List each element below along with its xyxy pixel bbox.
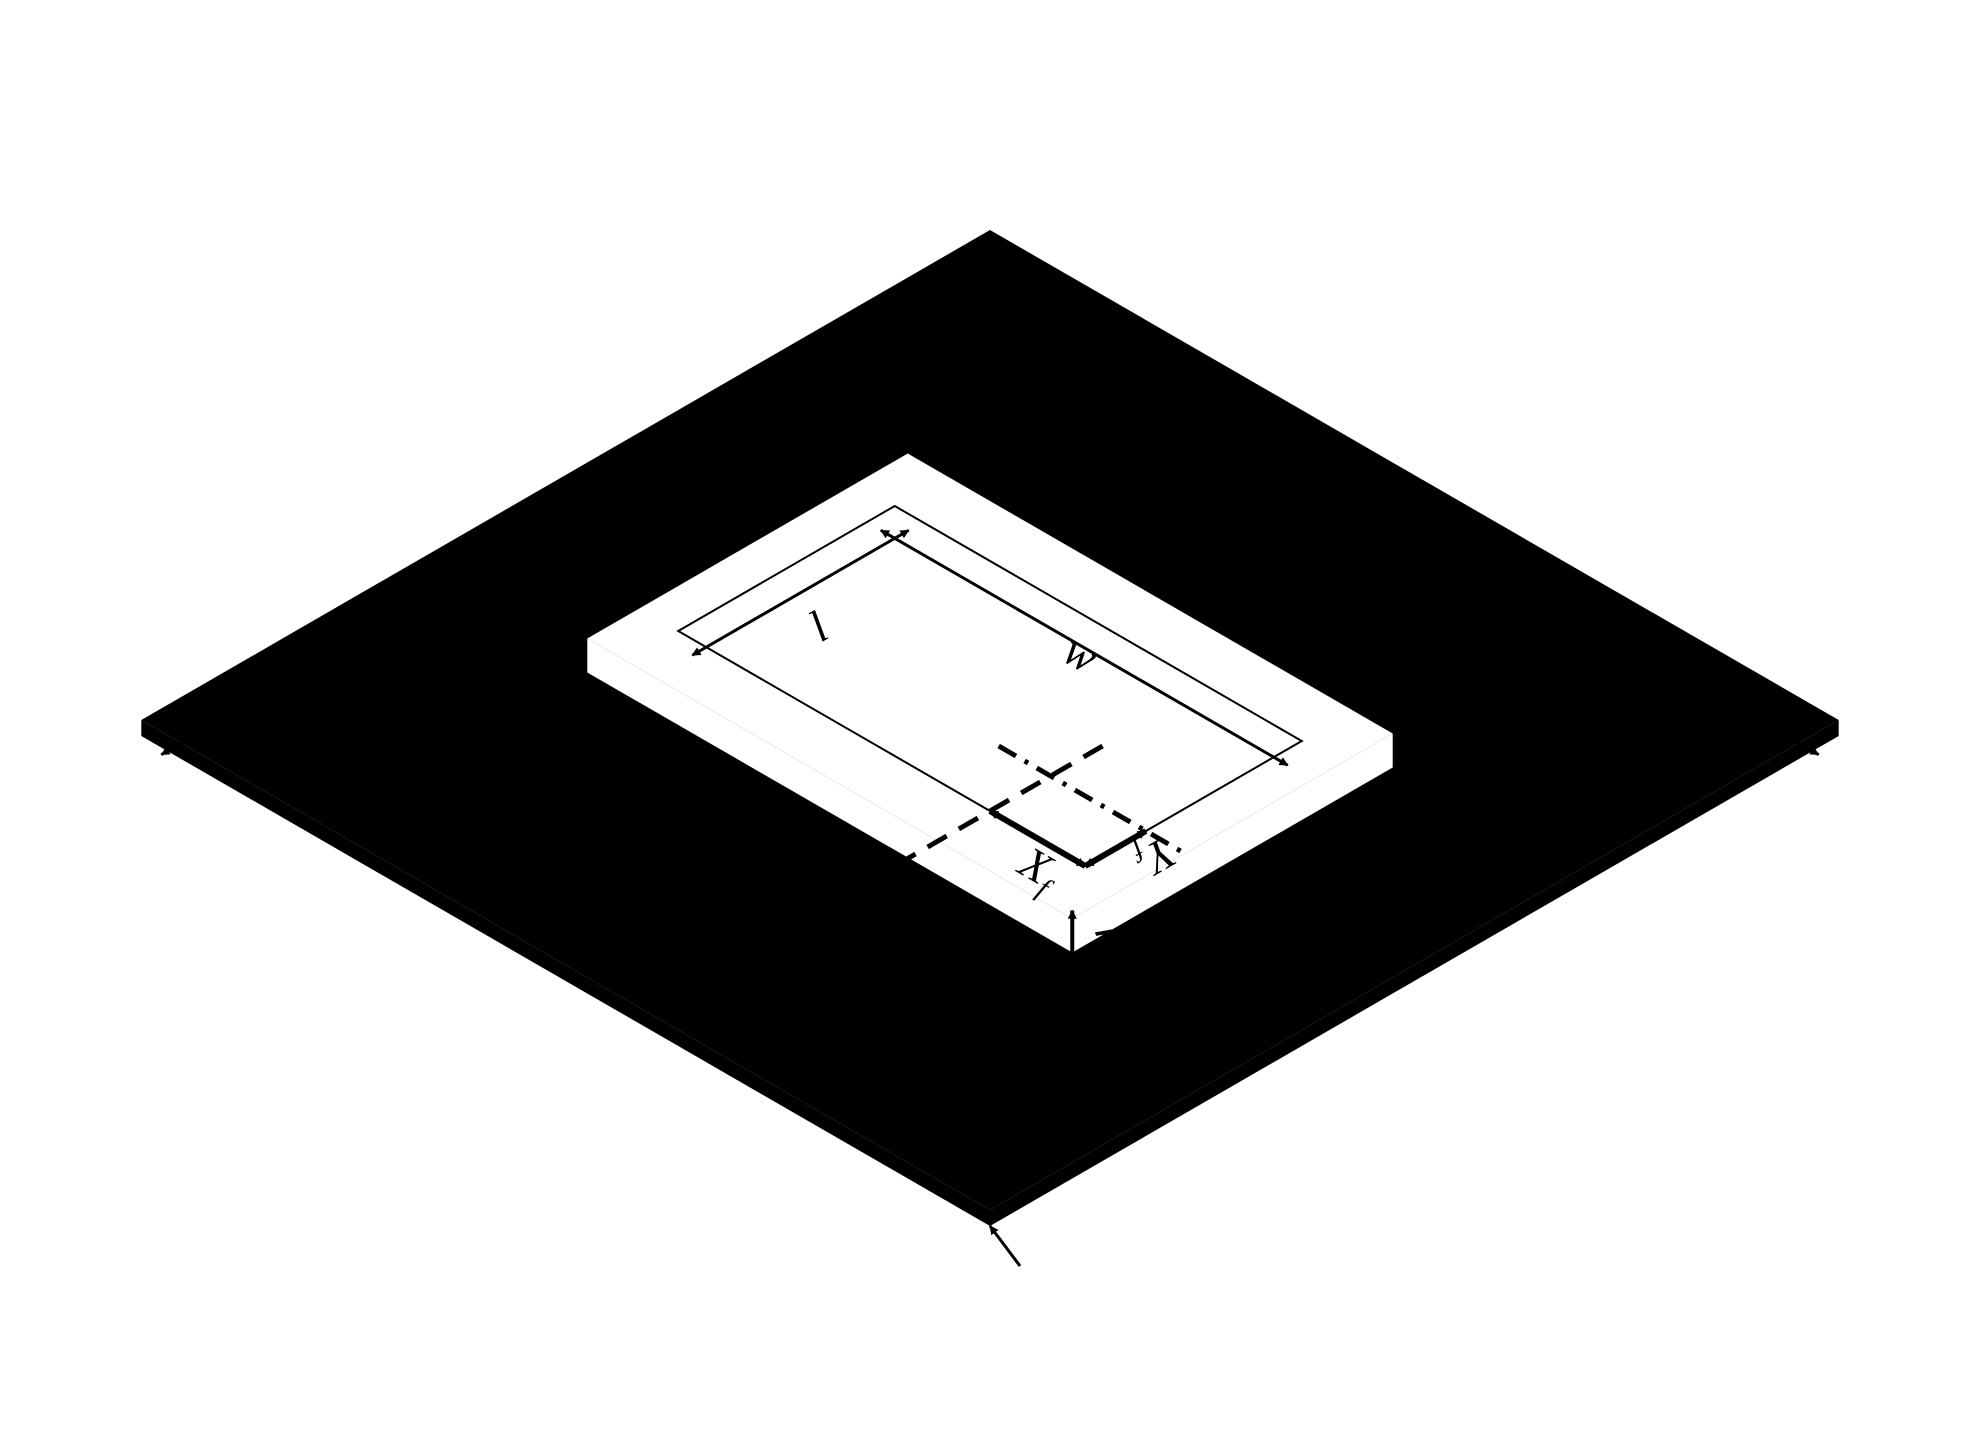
corner-pointer-arrow <box>990 1226 1020 1266</box>
isometric-diagram: pplwXfYfh <box>0 0 1978 1435</box>
